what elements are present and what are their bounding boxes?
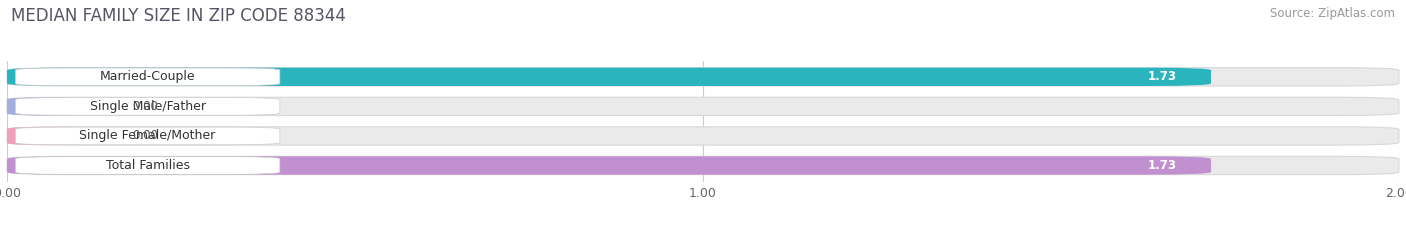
Text: Married-Couple: Married-Couple	[100, 70, 195, 83]
Text: MEDIAN FAMILY SIZE IN ZIP CODE 88344: MEDIAN FAMILY SIZE IN ZIP CODE 88344	[11, 7, 346, 25]
Text: Single Male/Father: Single Male/Father	[90, 100, 205, 113]
FancyBboxPatch shape	[7, 127, 1399, 145]
Text: Single Female/Mother: Single Female/Mother	[80, 130, 215, 142]
Text: 1.73: 1.73	[1147, 70, 1177, 83]
FancyBboxPatch shape	[7, 156, 1211, 175]
FancyBboxPatch shape	[15, 127, 280, 145]
Text: 0.00: 0.00	[132, 100, 159, 113]
FancyBboxPatch shape	[7, 68, 1211, 86]
FancyBboxPatch shape	[15, 68, 280, 86]
FancyBboxPatch shape	[7, 97, 1399, 116]
FancyBboxPatch shape	[7, 127, 97, 145]
FancyBboxPatch shape	[15, 98, 280, 115]
FancyBboxPatch shape	[7, 97, 97, 116]
Text: Source: ZipAtlas.com: Source: ZipAtlas.com	[1270, 7, 1395, 20]
Text: 0.00: 0.00	[132, 130, 159, 142]
Text: 1.73: 1.73	[1147, 159, 1177, 172]
FancyBboxPatch shape	[7, 68, 1399, 86]
FancyBboxPatch shape	[7, 156, 1399, 175]
FancyBboxPatch shape	[15, 157, 280, 174]
Text: Total Families: Total Families	[105, 159, 190, 172]
